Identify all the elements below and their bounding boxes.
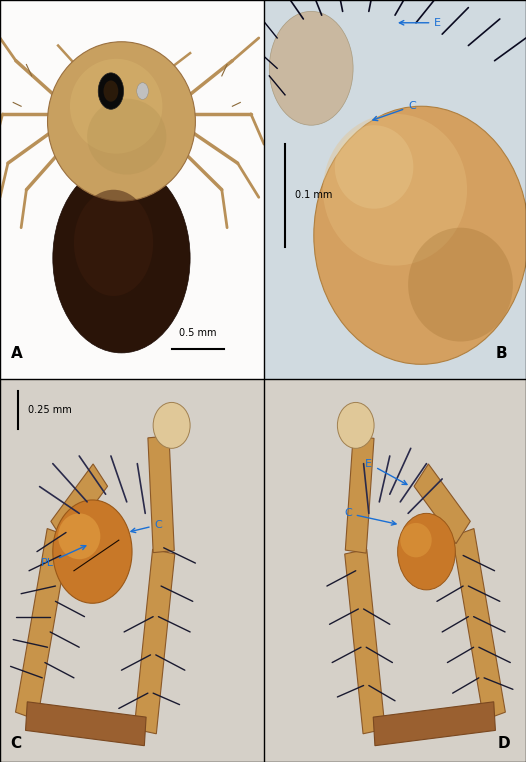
Bar bbox=[0, 190, 264, 209]
Ellipse shape bbox=[153, 402, 190, 448]
Polygon shape bbox=[134, 549, 175, 734]
Ellipse shape bbox=[337, 402, 374, 448]
Ellipse shape bbox=[323, 114, 467, 266]
Polygon shape bbox=[452, 529, 505, 720]
Ellipse shape bbox=[74, 190, 153, 296]
Bar bbox=[0, 57, 264, 76]
Text: C: C bbox=[373, 101, 416, 120]
Ellipse shape bbox=[408, 228, 513, 341]
Text: 0.5 mm: 0.5 mm bbox=[179, 328, 217, 338]
Polygon shape bbox=[345, 435, 374, 553]
Bar bbox=[0, 341, 264, 360]
Bar bbox=[0, 266, 264, 284]
Text: C: C bbox=[344, 508, 396, 525]
Text: PL: PL bbox=[41, 546, 86, 568]
Bar bbox=[0, 247, 264, 266]
Bar bbox=[0, 209, 264, 228]
Text: C: C bbox=[11, 735, 22, 751]
Polygon shape bbox=[16, 529, 69, 720]
Polygon shape bbox=[51, 464, 107, 543]
Text: A: A bbox=[11, 345, 22, 360]
Circle shape bbox=[137, 83, 148, 99]
Ellipse shape bbox=[47, 42, 195, 201]
Bar bbox=[0, 303, 264, 322]
Ellipse shape bbox=[87, 98, 166, 174]
Bar bbox=[0, 152, 264, 171]
Text: 0.25 mm: 0.25 mm bbox=[28, 405, 72, 415]
Bar bbox=[0, 76, 264, 95]
Ellipse shape bbox=[53, 163, 190, 353]
Ellipse shape bbox=[400, 523, 432, 557]
Ellipse shape bbox=[335, 125, 413, 209]
Ellipse shape bbox=[269, 11, 353, 125]
Bar bbox=[0, 38, 264, 57]
Bar bbox=[0, 360, 264, 379]
Bar bbox=[0, 322, 264, 341]
Text: E: E bbox=[366, 459, 407, 485]
Text: 0.1 mm: 0.1 mm bbox=[296, 190, 333, 200]
Text: E: E bbox=[399, 18, 441, 27]
Bar bbox=[0, 285, 264, 303]
Bar bbox=[0, 0, 264, 19]
Text: B: B bbox=[496, 345, 508, 360]
Polygon shape bbox=[373, 702, 495, 746]
Text: C: C bbox=[131, 520, 163, 533]
Ellipse shape bbox=[70, 59, 163, 154]
Bar bbox=[0, 19, 264, 38]
Bar bbox=[0, 95, 264, 114]
Ellipse shape bbox=[398, 514, 456, 590]
Ellipse shape bbox=[314, 106, 526, 364]
Bar bbox=[0, 171, 264, 190]
Polygon shape bbox=[345, 549, 385, 734]
Bar bbox=[0, 228, 264, 247]
Polygon shape bbox=[26, 702, 146, 746]
Polygon shape bbox=[148, 436, 174, 552]
Circle shape bbox=[104, 81, 118, 101]
Bar bbox=[0, 133, 264, 152]
Ellipse shape bbox=[53, 500, 132, 604]
Circle shape bbox=[98, 73, 124, 109]
Polygon shape bbox=[414, 464, 470, 543]
Bar bbox=[0, 114, 264, 133]
Ellipse shape bbox=[58, 514, 100, 559]
Text: D: D bbox=[498, 735, 510, 751]
